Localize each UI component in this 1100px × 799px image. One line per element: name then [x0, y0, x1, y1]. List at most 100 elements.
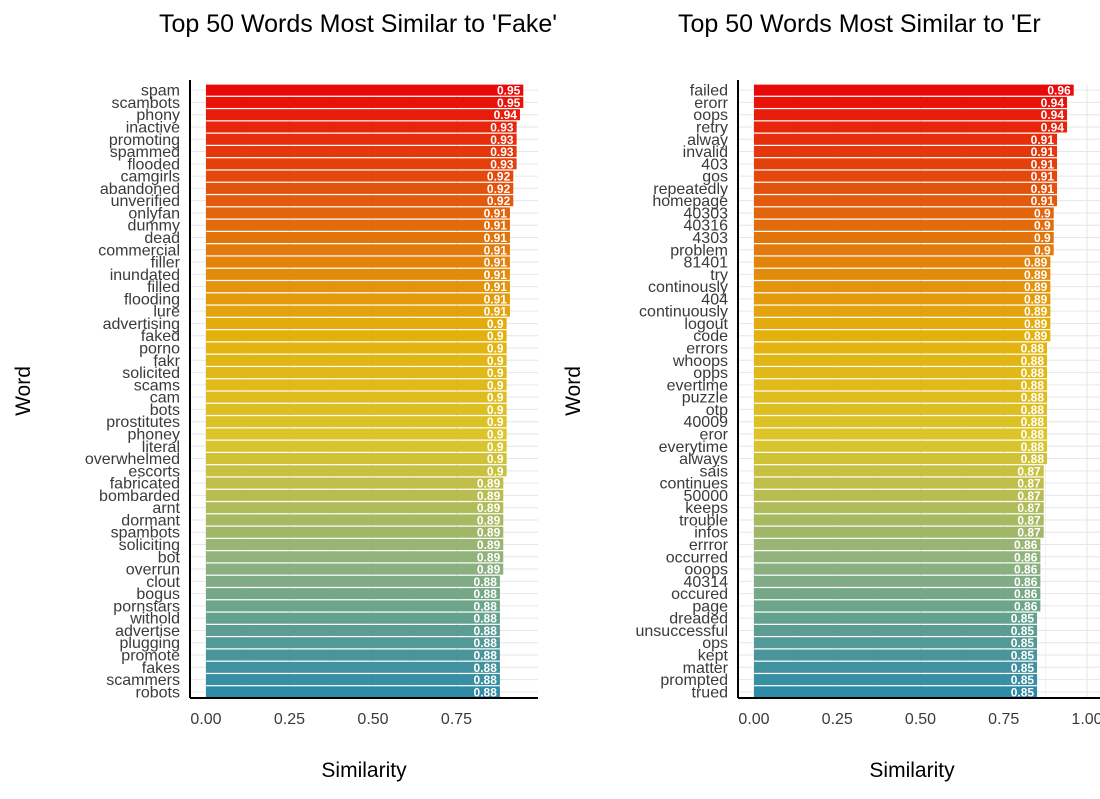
y-tick-label: withold	[129, 611, 180, 628]
bar-flooding	[206, 293, 510, 305]
y-tick-label: camgirls	[120, 169, 180, 186]
bar-clout	[206, 575, 500, 587]
data-label: 0.91	[1031, 133, 1055, 147]
bar-gos	[754, 170, 1058, 182]
y-tick-label: literal	[142, 439, 180, 456]
y-tick-label: continues	[660, 476, 729, 493]
data-label: 0.91	[1031, 145, 1055, 159]
data-label: 0.89	[1024, 268, 1048, 282]
bar-continously	[754, 281, 1051, 293]
y-tick-label: trouble	[679, 512, 728, 529]
data-label: 0.93	[490, 133, 514, 147]
y-tick-label: errror	[689, 537, 729, 554]
data-label: 0.91	[484, 280, 508, 294]
data-label: 0.91	[484, 305, 508, 319]
data-label: 0.88	[474, 575, 498, 589]
data-label: 0.86	[1014, 550, 1038, 564]
bar-bombarded	[206, 489, 504, 501]
data-label: 0.89	[477, 550, 501, 564]
y-tick-label: filler	[151, 255, 181, 272]
x-tick-label: 0.25	[822, 711, 853, 728]
y-tick-label: occured	[671, 586, 728, 603]
y-tick-label: eror	[700, 426, 729, 443]
bar-invalid	[754, 146, 1058, 158]
bar-try	[754, 268, 1051, 280]
bar-erorr	[754, 96, 1068, 108]
data-label: 0.87	[1017, 526, 1041, 540]
x-tick-label: 0.00	[190, 711, 221, 728]
x-axis-title: Similarity	[321, 759, 407, 782]
data-label: 0.88	[1021, 391, 1045, 405]
bar-whoops	[754, 354, 1048, 366]
bar-always	[754, 453, 1048, 465]
bar-spam	[206, 84, 524, 96]
y-tick-label: inactive	[126, 119, 180, 136]
y-tick-label: everytime	[659, 439, 728, 456]
y-tick-label: phoney	[128, 426, 181, 443]
y-tick-label: lure	[153, 304, 180, 321]
data-label: 0.9	[487, 452, 504, 466]
bar-unverified	[206, 195, 514, 207]
data-label: 0.86	[1014, 538, 1038, 552]
y-tick-label: bombarded	[99, 488, 180, 505]
data-label: 0.88	[1021, 415, 1045, 429]
bar-advertise	[206, 624, 500, 636]
data-label: 0.91	[484, 243, 508, 257]
data-label: 0.88	[1021, 452, 1045, 466]
data-label: 0.86	[1014, 599, 1038, 613]
bar-errror	[754, 538, 1041, 551]
bar-onlyfan	[206, 207, 510, 219]
y-tick-label: 81401	[684, 255, 729, 272]
data-label: 0.89	[477, 513, 501, 527]
y-tick-label: retry	[696, 119, 728, 136]
y-tick-label: prompted	[660, 672, 728, 689]
data-label: 0.88	[474, 612, 498, 626]
bar-scams	[206, 379, 507, 391]
data-label: 0.85	[1011, 636, 1035, 650]
data-label: 0.93	[490, 145, 514, 159]
y-tick-label: scammers	[106, 672, 180, 689]
y-tick-label: continously	[648, 279, 728, 296]
y-tick-label: flooded	[128, 156, 181, 173]
data-label: 0.87	[1017, 513, 1041, 527]
y-tick-label: spammed	[110, 144, 180, 161]
bar-promote	[206, 649, 500, 661]
data-label: 0.94	[1041, 96, 1065, 110]
y-tick-label: code	[693, 328, 728, 345]
bar-filled	[206, 281, 510, 293]
data-label: 0.9	[487, 329, 504, 343]
bar-homepage	[754, 195, 1058, 207]
bar-pornstars	[206, 600, 500, 612]
bar-dreaded	[754, 612, 1038, 624]
bar-bot	[206, 551, 504, 563]
y-tick-label: otp	[706, 402, 728, 419]
y-tick-label: spambots	[111, 525, 180, 542]
x-tick-label: 1.00	[1071, 711, 1100, 728]
y-tick-label: try	[710, 267, 728, 284]
y-tick-label: porno	[139, 341, 180, 358]
data-label: 0.85	[1011, 685, 1035, 699]
data-label: 0.88	[474, 624, 498, 638]
y-tick-label: alway	[687, 132, 728, 149]
data-label: 0.95	[497, 84, 521, 98]
data-label: 0.89	[1024, 329, 1048, 343]
bar-retry	[754, 121, 1068, 133]
y-tick-label: unsuccessful	[636, 623, 729, 640]
y-tick-label: soliciting	[119, 537, 180, 554]
bar-4303	[754, 231, 1054, 244]
data-label: 0.85	[1011, 673, 1035, 687]
bar-literal	[206, 440, 507, 452]
bar-spammed	[206, 146, 517, 158]
bar-infos	[754, 526, 1044, 538]
bar-phoney	[206, 428, 507, 440]
data-label: 0.88	[474, 649, 498, 663]
bar-kept	[754, 649, 1038, 661]
y-tick-label: prostitutes	[106, 414, 180, 431]
data-label: 0.9	[487, 415, 504, 429]
y-tick-label: phony	[136, 107, 180, 124]
bar-arnt	[206, 502, 504, 514]
y-tick-label: 40316	[684, 218, 729, 235]
y-tick-label: kept	[698, 648, 729, 665]
y-tick-label: 403	[701, 156, 728, 173]
data-label: 0.89	[477, 526, 501, 540]
